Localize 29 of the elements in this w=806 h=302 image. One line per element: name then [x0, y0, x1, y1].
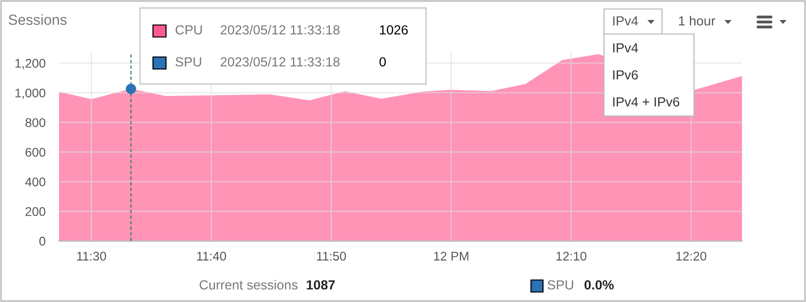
- x-tick-label: 11:40: [197, 252, 226, 261]
- x-tick-label: 12:20: [676, 252, 706, 261]
- annotation: IPv4 + IPv6: [613, 97, 680, 107]
- annotation: IPv6: [613, 70, 638, 80]
- chart-title: Sessions: [8, 14, 67, 25]
- x-tick-label: 11:30: [77, 252, 106, 261]
- text: Current sessions: [200, 280, 298, 290]
- text: IPv4: [613, 16, 638, 26]
- y-tick-label: 400: [25, 178, 46, 186]
- annotation: 0: [380, 57, 386, 67]
- y-tick-label: 200: [26, 207, 46, 216]
- y-tick-label: 1,000: [15, 88, 46, 99]
- text: 2023/05/12 11:33:18: [220, 24, 340, 35]
- annotation: SPU: [176, 57, 202, 67]
- x-tick-label: 11:50: [317, 252, 346, 261]
- y-tick-label: 0: [39, 236, 46, 246]
- text: 1087: [306, 280, 335, 290]
- y-tick-label: 600: [26, 148, 46, 157]
- x-tick-label: 12:10: [556, 252, 586, 261]
- y-tick-label: 1,200: [15, 58, 46, 70]
- text: CPU: [176, 25, 202, 35]
- text: 1 hour: [679, 16, 716, 26]
- y-tick-label: 800: [25, 118, 46, 128]
- annotation: 2023/05/12 11:33:18: [220, 56, 340, 67]
- annotation: IPv4: [613, 43, 638, 52]
- text: 0.0%: [584, 280, 614, 290]
- x-tick-label: 12 PM: [434, 252, 468, 260]
- text: SPU: [548, 280, 574, 290]
- text: 1026: [380, 25, 408, 35]
